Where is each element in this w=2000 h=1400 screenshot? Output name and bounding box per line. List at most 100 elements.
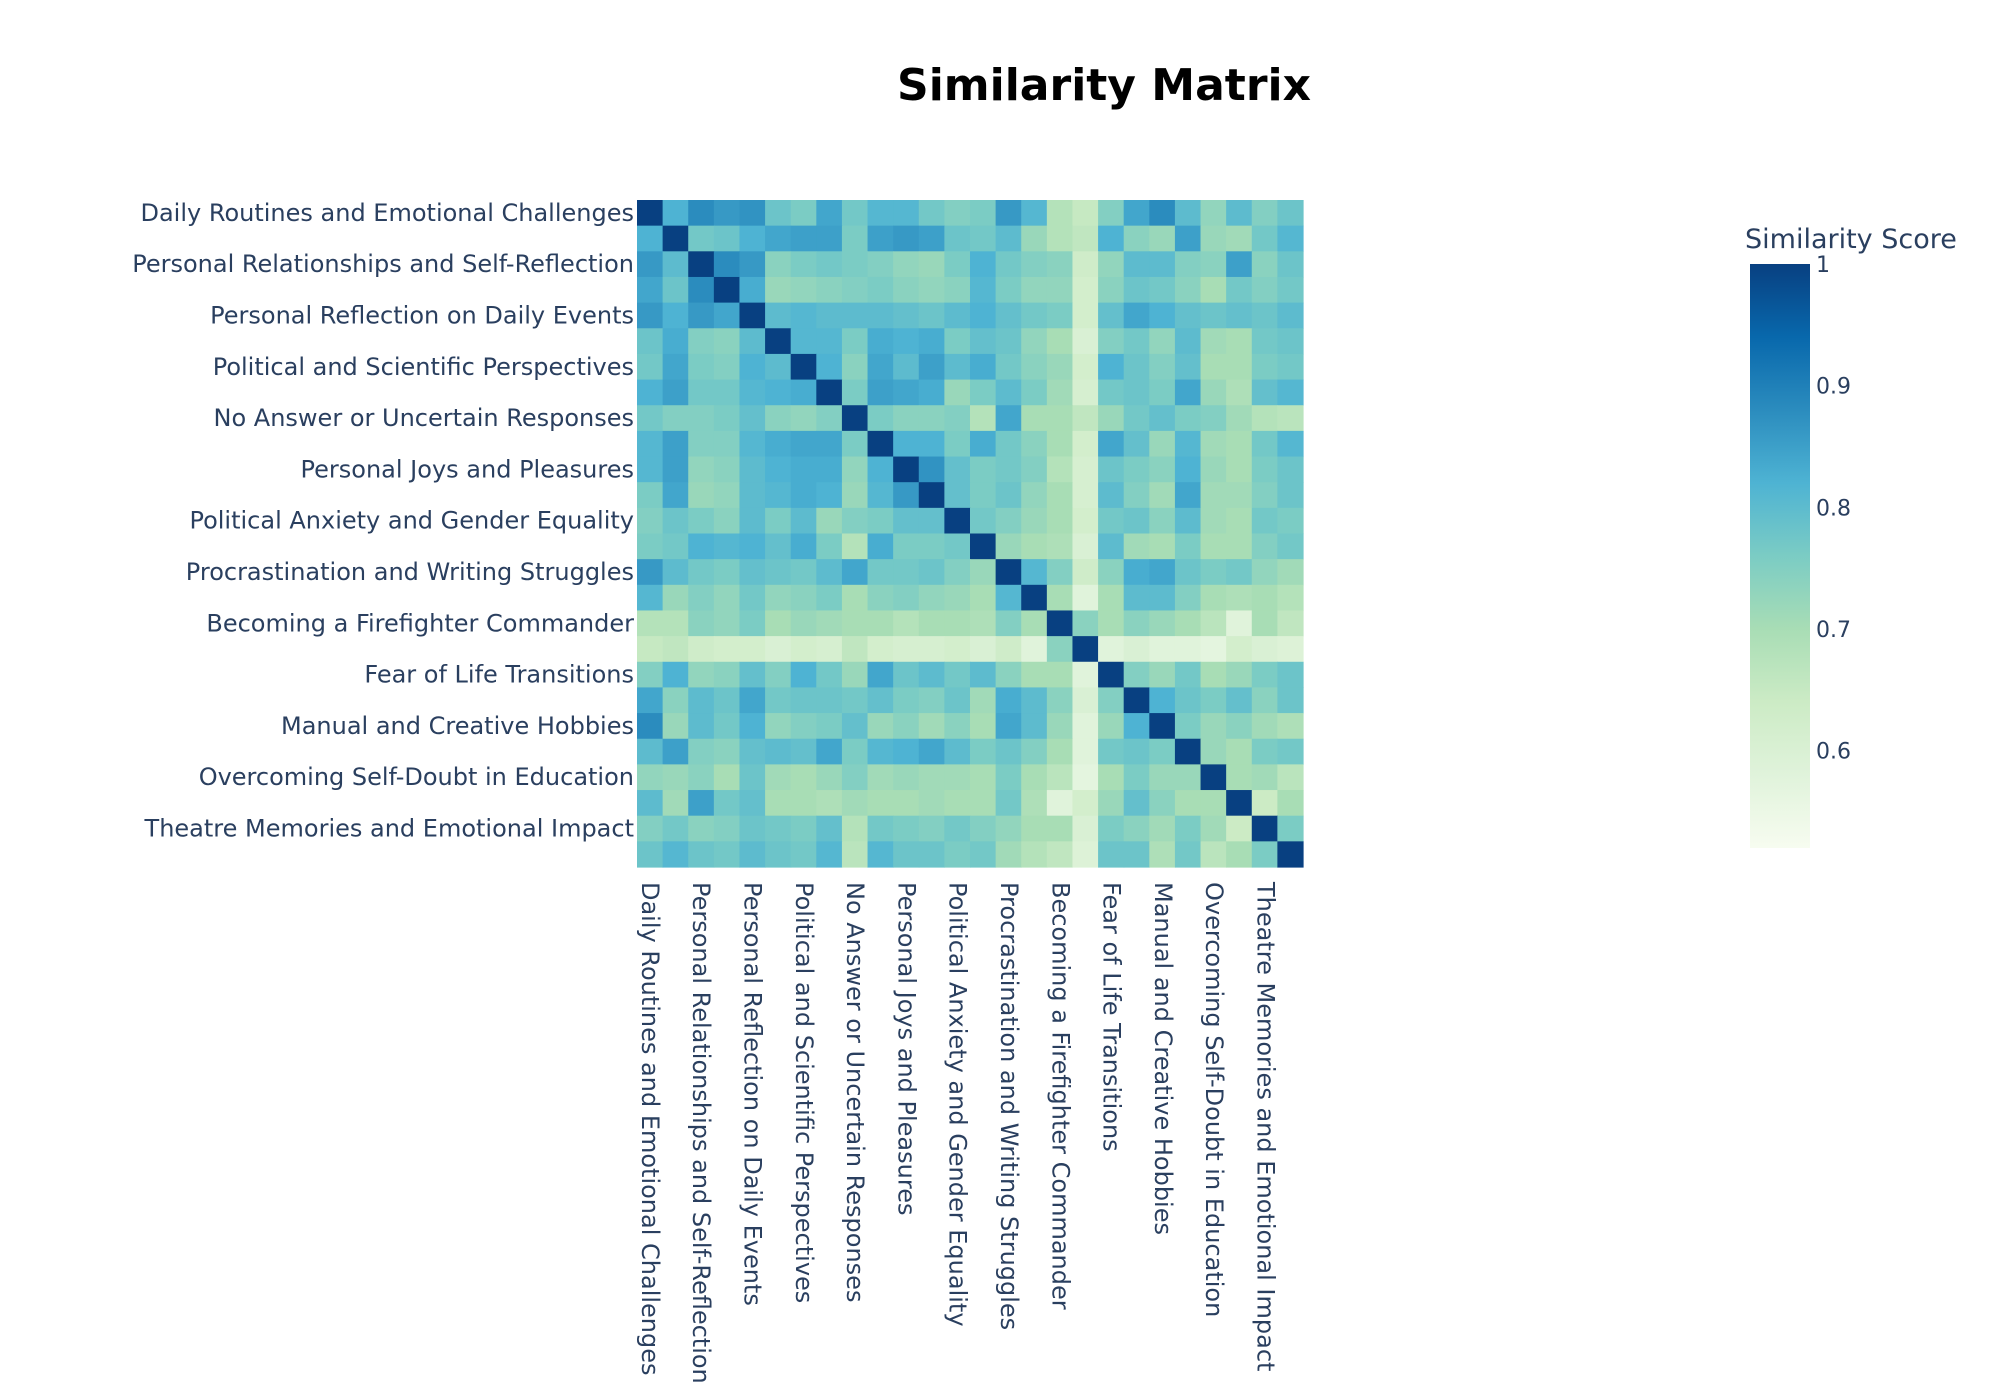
heatmap-cell xyxy=(1174,764,1202,791)
heatmap-cell xyxy=(1149,276,1176,304)
heatmap-cell xyxy=(970,302,997,329)
heatmap-cell xyxy=(867,790,894,817)
heatmap-cell xyxy=(1277,200,1304,227)
heatmap-cell xyxy=(1200,584,1227,612)
heatmap-cell xyxy=(790,200,817,227)
heatmap-cell xyxy=(970,276,997,304)
heatmap-cell xyxy=(918,200,945,227)
heatmap-cell xyxy=(1046,610,1074,637)
heatmap-cell xyxy=(1098,713,1125,740)
heatmap-cell xyxy=(1072,482,1099,509)
heatmap-cell xyxy=(995,482,1022,509)
heatmap-cell xyxy=(1123,559,1150,586)
heatmap-cell xyxy=(739,661,766,689)
heatmap-cell xyxy=(637,661,664,689)
heatmap-cell xyxy=(662,430,689,458)
heatmap-cell xyxy=(1046,405,1074,432)
heatmap-cell xyxy=(893,584,920,612)
heatmap-cell xyxy=(841,328,869,355)
heatmap-cell xyxy=(713,456,741,483)
heatmap-cell xyxy=(790,353,817,381)
heatmap-cell xyxy=(1072,559,1099,586)
heatmap-cell xyxy=(918,559,945,586)
heatmap-cell xyxy=(867,302,894,329)
heatmap-cell xyxy=(867,225,894,252)
heatmap-cell xyxy=(1072,738,1099,765)
heatmap-cell xyxy=(637,200,664,227)
heatmap-cell xyxy=(893,610,920,637)
colorbar-gradient xyxy=(1750,264,1810,848)
heatmap-cell xyxy=(1226,815,1253,842)
heatmap-cell xyxy=(893,328,920,355)
heatmap-cell xyxy=(637,584,664,612)
heatmap-cell xyxy=(1072,251,1099,278)
heatmap-cell xyxy=(688,610,715,637)
heatmap-cell xyxy=(1098,328,1125,355)
heatmap-cell xyxy=(1200,276,1227,304)
heatmap-cell xyxy=(713,790,741,817)
heatmap-cell xyxy=(995,610,1022,637)
heatmap-cell xyxy=(816,225,843,252)
heatmap-cell xyxy=(1098,379,1125,406)
heatmap-cell xyxy=(893,790,920,817)
heatmap-cell xyxy=(790,456,817,483)
heatmap-cell xyxy=(637,251,664,278)
heatmap-cell xyxy=(637,533,664,560)
heatmap-cell xyxy=(1226,379,1253,406)
heatmap-cell xyxy=(662,328,689,355)
heatmap-cell xyxy=(816,200,843,227)
heatmap-cell xyxy=(713,636,741,663)
heatmap-cell xyxy=(790,738,817,765)
heatmap-cell xyxy=(739,302,766,329)
heatmap-cell xyxy=(662,687,689,714)
heatmap-cell xyxy=(1251,661,1278,689)
heatmap-cell xyxy=(688,661,715,689)
heatmap-cell xyxy=(970,841,997,868)
heatmap-cell xyxy=(893,533,920,560)
heatmap-cell xyxy=(816,790,843,817)
heatmap-cell xyxy=(918,713,945,740)
heatmap-cell xyxy=(893,430,920,458)
heatmap-cell xyxy=(944,405,971,432)
heatmap-cell xyxy=(662,764,689,791)
heatmap-cell xyxy=(765,610,792,637)
heatmap-cell xyxy=(713,559,741,586)
heatmap-cell xyxy=(918,328,945,355)
heatmap-cell xyxy=(944,200,971,227)
heatmap-cell xyxy=(970,507,997,535)
heatmap-cell xyxy=(790,379,817,406)
heatmap-cell xyxy=(765,353,792,381)
heatmap-cell xyxy=(1123,738,1150,765)
heatmap-cell xyxy=(1098,430,1125,458)
heatmap-cell xyxy=(713,302,741,329)
heatmap-cell xyxy=(893,379,920,406)
heatmap-cell xyxy=(944,661,971,689)
heatmap-cell xyxy=(1098,687,1125,714)
heatmap-cell xyxy=(816,251,843,278)
heatmap-cell xyxy=(816,687,843,714)
heatmap-cell xyxy=(816,815,843,842)
heatmap-cell xyxy=(637,559,664,586)
heatmap-cell xyxy=(816,482,843,509)
heatmap-cell xyxy=(1046,507,1074,535)
heatmap-cell xyxy=(841,533,869,560)
heatmap-cell xyxy=(1021,661,1048,689)
heatmap-cell xyxy=(918,764,945,791)
heatmap-cell xyxy=(1046,559,1074,586)
y-tick-label: Political and Scientific Perspectives xyxy=(213,353,634,381)
heatmap-cell xyxy=(893,636,920,663)
heatmap-cell xyxy=(995,764,1022,791)
heatmap-cell xyxy=(1277,225,1304,252)
heatmap-cell xyxy=(662,584,689,612)
heatmap-cell xyxy=(1174,533,1202,560)
heatmap-cell xyxy=(739,482,766,509)
heatmap-cell xyxy=(1021,713,1048,740)
heatmap-cell xyxy=(739,687,766,714)
heatmap-cell xyxy=(1149,661,1176,689)
heatmap-cell xyxy=(1174,790,1202,817)
heatmap-cell xyxy=(1174,251,1202,278)
heatmap-cell xyxy=(944,353,971,381)
x-tick-label: Overcoming Self-Doubt in Education xyxy=(1200,882,1228,1317)
heatmap-cell xyxy=(1277,687,1304,714)
heatmap-cell xyxy=(816,584,843,612)
